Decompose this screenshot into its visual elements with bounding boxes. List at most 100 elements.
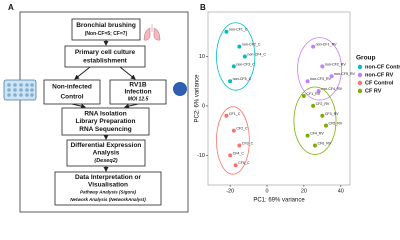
flow-text: (Non-CF=5; CF=7): [85, 31, 128, 37]
data-point: [320, 64, 325, 69]
legend-label: non-CF RV: [365, 72, 394, 78]
point-label: CF6_RV: [317, 141, 331, 145]
pca-chart: B -20 0 20 40 -10 0 10 PC1: 69% variance PC2: 6% …: [195, 3, 400, 203]
data-point: [231, 128, 236, 133]
data-point: [311, 103, 316, 108]
legend-swatch: [357, 72, 363, 78]
y-tick-label: 10: [199, 54, 205, 60]
flow-box: [71, 18, 141, 41]
flow-text: Analysis: [93, 150, 120, 157]
flow-text: Pathway Analysis (Sigora): [80, 189, 137, 194]
data-point: [305, 79, 310, 84]
point-label: CF2_C: [236, 127, 248, 131]
point-label: non-CF1_RV: [316, 43, 338, 47]
data-point: [301, 94, 306, 99]
point-label: non-CF5_RV: [334, 72, 356, 76]
x-tick-label: -20: [226, 188, 234, 194]
y-tick-label: 0: [202, 103, 205, 109]
group-ellipse: [297, 37, 342, 101]
flow-text: Infection: [124, 89, 151, 96]
virus-icon: [173, 82, 187, 96]
flow-text: Library Preparation: [76, 118, 136, 125]
data-point: [312, 143, 317, 148]
data-point: [320, 113, 325, 118]
page: A Bronchial brushing (Non-CF=5; CF=7) Prim…: [3, 3, 400, 213]
data-point: [305, 133, 310, 138]
arrows: [71, 40, 139, 172]
x-tick-label: 40: [338, 188, 344, 194]
point-label: non-CF4_C: [247, 52, 266, 56]
group-ellipse: [216, 22, 256, 91]
flow-text: Control: [60, 94, 83, 101]
data-point: [242, 54, 247, 59]
data-point: [237, 143, 242, 148]
point-label: non-CF3_C: [236, 62, 255, 66]
data-point: [316, 89, 321, 94]
point-label: CF1_RV: [306, 92, 320, 96]
point-label: non-CF2_RV: [325, 62, 347, 66]
flow-box: [64, 45, 146, 68]
plot-area: [207, 11, 351, 186]
point-label: CF1_C: [229, 112, 241, 116]
point-label: CF3_RV: [325, 112, 339, 116]
point-label: non-CF5_C: [233, 77, 252, 81]
group-ellipse: [216, 106, 250, 175]
flow-text: RNA Sequencing: [79, 126, 132, 133]
data-point: [324, 123, 329, 128]
flow-text: Differential Expression: [71, 142, 142, 149]
flow-box: [61, 107, 150, 136]
flow-text: RNA Isolation: [84, 110, 126, 117]
flow-text: MOI 12.5: [128, 96, 149, 102]
y-axis-label: PC2: 6% variance: [195, 74, 201, 123]
panel-label: B: [200, 3, 206, 12]
legend-swatch: [357, 88, 363, 94]
legend-swatch: [357, 80, 363, 86]
flow-text: Data Interpretation or: [75, 174, 142, 181]
flow-box: [54, 171, 162, 206]
flow-text: Network Analysis (NetworkAnalyst): [70, 197, 146, 202]
flow-text: Primary cell culture: [75, 49, 136, 56]
y-tick-label: -10: [197, 153, 205, 159]
legend-label: CF Control: [365, 80, 394, 86]
point-label: CF4_C: [233, 151, 245, 155]
point-label: CF4_RV: [310, 132, 324, 136]
flow-text: establishment: [83, 58, 128, 65]
point-label: non-CF3_RV: [310, 77, 332, 81]
figure: A Bronchial brushing (Non-CF=5; CF=7) Prim…: [3, 3, 400, 213]
data-point: [237, 44, 242, 49]
x-tick-label: 0: [265, 188, 268, 194]
legend-label: CF RV: [365, 88, 382, 94]
data-point: [233, 163, 238, 168]
point-label: non-CF4_RV: [321, 87, 343, 91]
point-label: non-CF1_C: [229, 28, 248, 32]
panel-frame: [19, 11, 189, 213]
point-label: CF2_RV: [316, 102, 330, 106]
data-point: [311, 44, 316, 49]
flow-text: Bronchial brushing: [76, 22, 136, 29]
lung-icon: [143, 24, 161, 41]
legend-title: Group: [356, 55, 376, 62]
flowchart: Bronchial brushing (Non-CF=5; CF=7) Primar…: [43, 18, 167, 206]
flow-text: (Deseq2): [94, 158, 117, 164]
data-point: [228, 153, 233, 158]
flow-box: [66, 139, 146, 167]
data-point: [231, 64, 236, 69]
plate-icon: [3, 79, 37, 101]
point-label: CF3_C: [242, 141, 254, 145]
flow-text: Visualisation: [88, 181, 128, 188]
group-ellipse: [293, 86, 337, 155]
data-point: [224, 113, 229, 118]
panel-label: A: [8, 3, 14, 12]
data-point: [228, 79, 233, 84]
point-label: CF5_C: [238, 161, 250, 165]
x-tick-label: 20: [301, 188, 307, 194]
legend-label: non-CF Control: [365, 64, 400, 70]
data-point: [329, 74, 334, 79]
flow-box: [43, 79, 101, 105]
flow-text: Non-infected: [52, 84, 92, 91]
flow-text: RV1B: [129, 82, 147, 89]
point-label: CF5_RV: [329, 122, 343, 126]
data-point: [224, 29, 229, 34]
flow-box: [109, 79, 167, 105]
x-axis-label: PC1: 69% variance: [253, 198, 305, 204]
